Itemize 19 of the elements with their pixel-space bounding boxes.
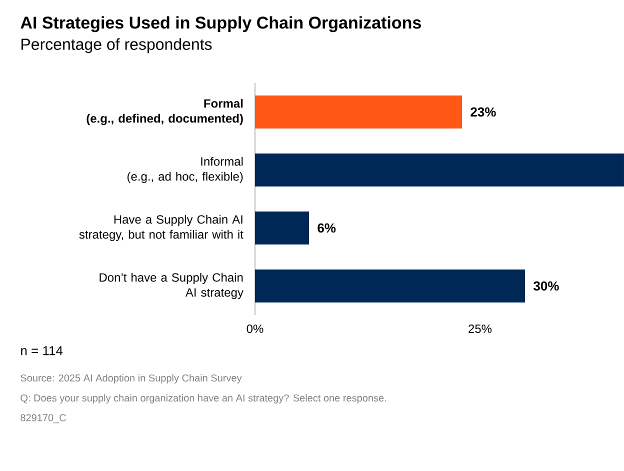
data-label: 30% [533, 281, 559, 291]
y-tick-label: Informal (e.g., ad hoc, flexible) [127, 156, 243, 184]
y-tick-label: Formal (e.g., defined, documented) [86, 98, 243, 126]
chart-title: AI Strategies Used in Supply Chain Organizations [20, 16, 421, 32]
text: Percentage of respondents [22, 38, 212, 54]
source-note: Source: 2025 AI Adoption in Supply Chain Survey [20, 374, 242, 384]
data-label: 6% [318, 223, 336, 233]
text: Q: Does your supply chain organization have an AI strategy? Select one response. [20, 394, 386, 404]
y-tick-label: Have a Supply Chain AI strategy, but not familiar with it [79, 214, 244, 242]
text: n = 114 [21, 346, 63, 356]
text: 829170_C [20, 414, 66, 424]
bar [255, 269, 525, 302]
data-label: 23% [470, 107, 496, 117]
x-tick-label: 0% [246, 324, 264, 334]
y-tick-label: Don’t have a Supply Chain AI strategy [100, 272, 244, 300]
bar [255, 96, 462, 128]
bar [255, 211, 309, 244]
x-tick-label: 25% [468, 324, 492, 334]
bar [255, 154, 624, 186]
